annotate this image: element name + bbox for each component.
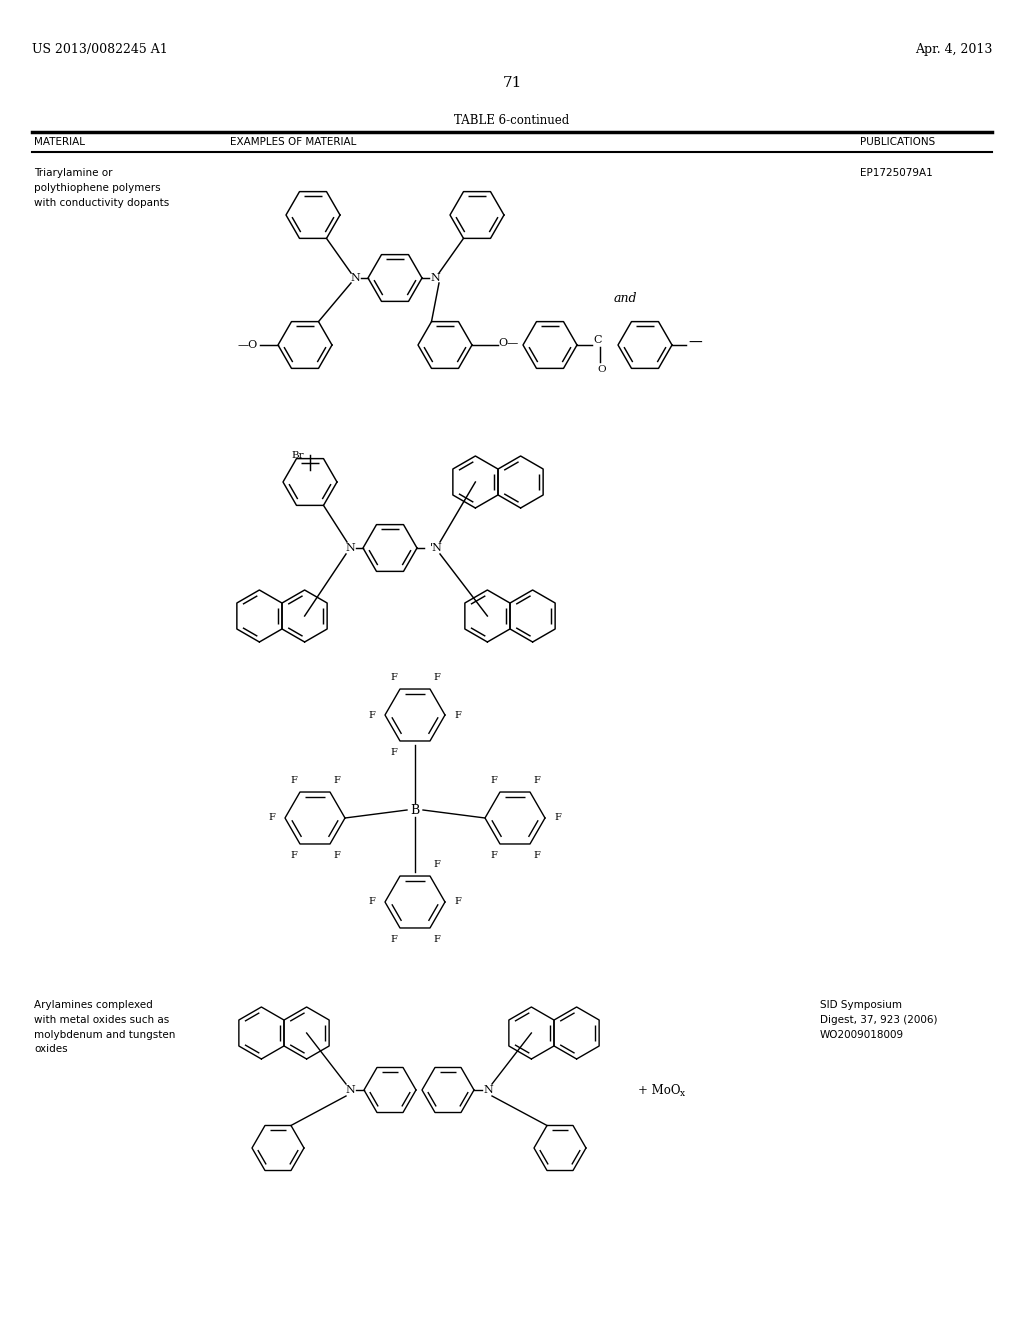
Text: WO2009018009: WO2009018009 bbox=[820, 1030, 904, 1040]
Text: B: B bbox=[411, 804, 420, 817]
Text: EP1725079A1: EP1725079A1 bbox=[860, 168, 933, 178]
Text: F: F bbox=[290, 850, 297, 859]
Text: N: N bbox=[345, 543, 355, 553]
Text: O: O bbox=[597, 366, 605, 374]
Text: F: F bbox=[268, 813, 275, 822]
Text: N: N bbox=[345, 1085, 355, 1096]
Text: F: F bbox=[455, 710, 462, 719]
Text: F: F bbox=[333, 776, 340, 785]
Text: PUBLICATIONS: PUBLICATIONS bbox=[860, 137, 935, 147]
Text: F: F bbox=[290, 776, 297, 785]
Text: N: N bbox=[430, 273, 440, 282]
Text: F: F bbox=[555, 813, 561, 822]
Text: Digest, 37, 923 (2006): Digest, 37, 923 (2006) bbox=[820, 1015, 938, 1026]
Text: F: F bbox=[534, 850, 540, 859]
Text: F: F bbox=[333, 850, 340, 859]
Text: SID Symposium: SID Symposium bbox=[820, 1001, 902, 1010]
Text: F: F bbox=[369, 710, 376, 719]
Text: F: F bbox=[490, 850, 497, 859]
Text: F: F bbox=[390, 747, 397, 756]
Text: 'N: 'N bbox=[430, 543, 442, 553]
Text: F: F bbox=[369, 898, 376, 907]
Text: F: F bbox=[390, 673, 397, 682]
Text: N: N bbox=[483, 1085, 493, 1096]
Text: + MoO: + MoO bbox=[638, 1084, 681, 1097]
Text: C: C bbox=[593, 335, 601, 345]
Text: N: N bbox=[350, 273, 359, 282]
Text: and: and bbox=[613, 292, 637, 305]
Text: —O: —O bbox=[238, 341, 258, 350]
Text: —: — bbox=[688, 337, 701, 350]
Text: F: F bbox=[490, 776, 497, 785]
Text: Arylamines complexed
with metal oxides such as
molybdenum and tungsten
oxides: Arylamines complexed with metal oxides s… bbox=[34, 1001, 175, 1055]
Text: Apr. 4, 2013: Apr. 4, 2013 bbox=[914, 44, 992, 57]
Text: EXAMPLES OF MATERIAL: EXAMPLES OF MATERIAL bbox=[230, 137, 356, 147]
Text: O—: O— bbox=[498, 338, 518, 348]
Text: Br: Br bbox=[292, 451, 304, 461]
Text: 71: 71 bbox=[503, 77, 521, 90]
Text: TABLE 6-continued: TABLE 6-continued bbox=[455, 114, 569, 127]
Text: F: F bbox=[433, 861, 440, 870]
Text: F: F bbox=[390, 935, 397, 944]
Text: F: F bbox=[433, 673, 440, 682]
Text: x: x bbox=[680, 1089, 685, 1098]
Text: F: F bbox=[534, 776, 540, 785]
Text: F: F bbox=[455, 898, 462, 907]
Text: Triarylamine or
polythiophene polymers
with conductivity dopants: Triarylamine or polythiophene polymers w… bbox=[34, 168, 169, 207]
Text: MATERIAL: MATERIAL bbox=[34, 137, 85, 147]
Text: F: F bbox=[433, 935, 440, 944]
Text: US 2013/0082245 A1: US 2013/0082245 A1 bbox=[32, 44, 168, 57]
